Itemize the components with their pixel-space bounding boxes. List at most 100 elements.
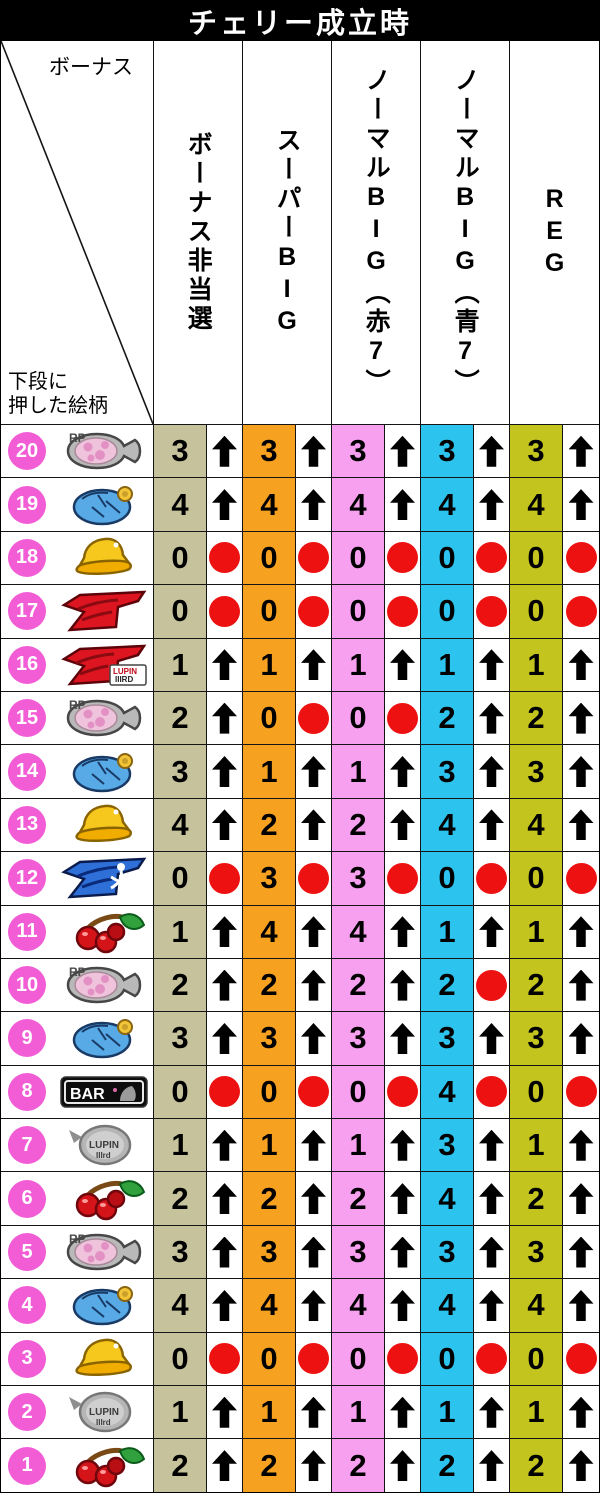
value-cell-big-blue7: 0	[421, 1331, 474, 1386]
up-arrow-icon	[390, 435, 415, 467]
row-number-badge: 18	[8, 538, 46, 577]
red-dot-icon	[565, 862, 597, 894]
value-cell-big-red7: 1	[332, 1385, 385, 1439]
up-arrow-icon	[212, 969, 237, 1001]
up-arrow-icon	[568, 809, 594, 841]
up-arrow-icon	[479, 916, 504, 948]
red-dot-icon	[565, 1076, 597, 1108]
table-row: 6 2 2 2 4 2	[1, 1171, 599, 1225]
svg-text:IIIRD: IIIRD	[115, 675, 133, 684]
row-number-badge: 3	[8, 1339, 46, 1378]
table-row: 14 3 1 1 3 3	[1, 744, 599, 798]
mark-cell	[563, 1331, 599, 1386]
value-text: 0	[527, 1073, 545, 1109]
up-arrow-icon	[390, 809, 415, 841]
value-cell-super-big: 3	[243, 851, 296, 905]
row-number-badge: 15	[8, 699, 46, 738]
value-cell-bonus-miss: 4	[154, 797, 207, 852]
up-arrow-icon	[212, 1450, 237, 1482]
value-cell-reg: 3	[510, 1011, 563, 1065]
column-header-normal-big-blue7: ノーマルBIG（青7）	[421, 41, 510, 424]
value-cell-reg: 3	[510, 424, 563, 478]
mark-cell	[296, 637, 332, 691]
up-arrow-icon	[568, 916, 594, 948]
up-arrow-icon	[479, 649, 504, 681]
value-cell-reg: 0	[510, 1331, 563, 1386]
row-label-cell: 8 BAR	[1, 1064, 154, 1119]
up-arrow-icon	[479, 435, 504, 467]
value-cell-reg: 2	[510, 1438, 563, 1492]
up-arrow-icon	[390, 649, 415, 681]
value-cell-bonus-miss: 1	[154, 904, 207, 958]
up-arrow-icon	[479, 1129, 504, 1161]
value-cell-super-big: 2	[243, 1171, 296, 1225]
svg-text:IIIrd: IIIrd	[96, 1418, 111, 1427]
red-dot-icon	[387, 862, 418, 894]
mark-cell	[296, 1118, 332, 1172]
value-cell-super-big: 4	[243, 904, 296, 958]
value-text: 0	[260, 593, 278, 629]
mark-cell	[563, 1118, 599, 1172]
row-number-badge: 17	[8, 592, 46, 631]
value-text: 3	[438, 753, 456, 789]
lupin-logo-icon: LUPIN IIIrd	[58, 1121, 150, 1169]
up-arrow-icon	[479, 1183, 504, 1215]
row-number-badge: 11	[8, 912, 46, 951]
column-header-normal-big-red7: ノーマルBIG（赤7）	[332, 41, 421, 424]
value-text: 3	[438, 1020, 456, 1056]
value-cell-big-blue7: 4	[421, 1064, 474, 1119]
row-number-badge: 20	[8, 432, 46, 471]
mark-cell	[207, 690, 243, 745]
value-cell-reg: 4	[510, 1278, 563, 1332]
mark-cell	[296, 904, 332, 958]
value-cell-reg: 4	[510, 477, 563, 531]
red-dot-icon	[387, 542, 418, 574]
value-text: 2	[349, 967, 367, 1003]
table-row: 11 1 4 4 1 1	[1, 904, 599, 958]
up-arrow-icon	[479, 1236, 504, 1268]
up-arrow-icon	[390, 1396, 415, 1428]
cherry-icon	[58, 1175, 150, 1223]
column-header-super-big: スーパーBIG	[243, 41, 332, 424]
table-row: 12 0 3 3 0 0	[1, 851, 599, 905]
value-text: 3	[438, 1127, 456, 1163]
value-text: 0	[438, 593, 456, 629]
value-cell-super-big: 1	[243, 744, 296, 798]
red7-icon	[58, 587, 150, 635]
table-row: 20 RP 3 3 3 3 3	[1, 424, 599, 478]
mark-cell	[563, 637, 599, 691]
mark-cell	[207, 1011, 243, 1065]
value-text: 4	[438, 1287, 456, 1323]
mark-cell	[296, 1438, 332, 1492]
mark-cell	[563, 1064, 599, 1119]
value-text: 0	[438, 539, 456, 575]
mark-cell	[296, 744, 332, 798]
value-text: 2	[527, 967, 545, 1003]
mark-cell	[563, 851, 599, 905]
mark-cell	[563, 1385, 599, 1439]
up-arrow-icon	[390, 1236, 415, 1268]
value-text: 0	[349, 539, 367, 575]
mark-cell	[474, 904, 510, 958]
svg-text:RP: RP	[69, 1232, 86, 1246]
up-arrow-icon	[212, 1236, 237, 1268]
up-arrow-icon	[212, 1183, 237, 1215]
mark-cell	[385, 477, 421, 531]
value-cell-big-red7: 1	[332, 1118, 385, 1172]
up-arrow-icon	[212, 435, 237, 467]
mark-cell	[385, 904, 421, 958]
value-text: 1	[171, 1127, 189, 1163]
table-row: 13 4 2 2 4 4	[1, 797, 599, 852]
value-text: 0	[438, 1340, 456, 1376]
mark-cell	[207, 530, 243, 585]
value-cell-bonus-miss: 2	[154, 957, 207, 1012]
table-row: 7 LUPIN IIIrd 1 1 1 3 1	[1, 1118, 599, 1172]
mark-cell	[474, 1278, 510, 1332]
value-cell-bonus-miss: 1	[154, 1385, 207, 1439]
mark-cell	[474, 477, 510, 531]
row-number-badge: 1	[8, 1446, 46, 1485]
value-cell-big-blue7: 3	[421, 1118, 474, 1172]
value-text: 1	[438, 913, 456, 949]
table-row: 4 4 4 4 4 4	[1, 1278, 599, 1332]
mark-cell	[385, 690, 421, 745]
